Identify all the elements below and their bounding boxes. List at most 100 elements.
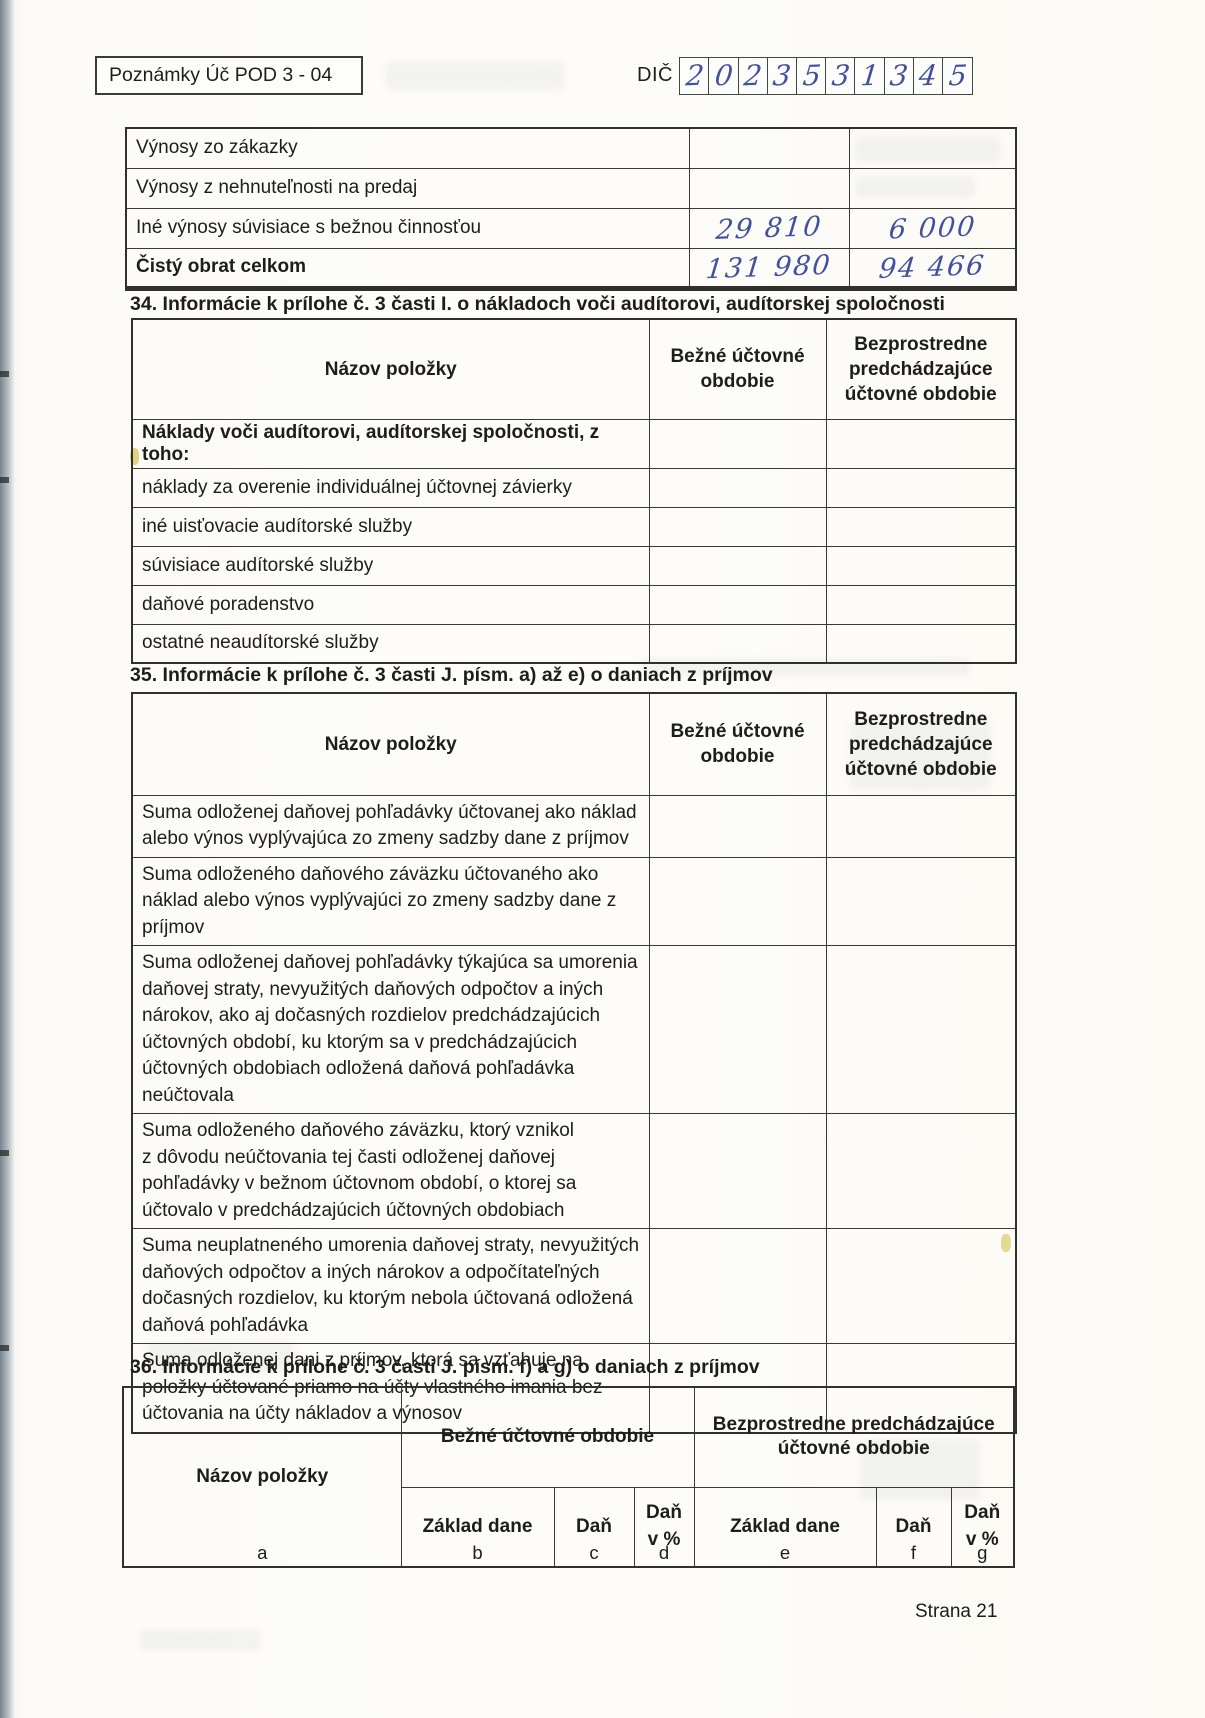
row-label: iné uisťovacie audítorské služby [131, 506, 650, 547]
value-cell-previous [825, 856, 1017, 946]
handwritten-value: 29 810 [714, 210, 824, 246]
value-cell-previous [825, 1113, 1017, 1229]
dic-digit: 4 [917, 58, 939, 93]
row-label: náklady za overenie individuálnej účtovn… [131, 467, 650, 508]
table-row: Náklady voči audítorovi, audítorskej spo… [131, 418, 1017, 469]
handwritten-value: 94 466 [877, 249, 988, 285]
row-label: Iné výnosy súvisiace s bežnou činnosťou [125, 207, 690, 249]
value-cell-current [648, 506, 827, 547]
dic-digit-cell: 2 [679, 56, 711, 95]
column-header-tax-current: Daň c [553, 1486, 635, 1568]
scan-artifact [0, 371, 9, 377]
dic-digit: 3 [830, 58, 852, 93]
value-cell-current [648, 1228, 827, 1344]
dic-field: DIČ 2 0 2 3 5 3 1 3 4 5 [637, 56, 973, 95]
value-cell-previous [825, 506, 1017, 547]
table-subheader-row: Základ dane b Daň c Daň v % d Základ dan… [123, 1486, 1015, 1568]
column-header-name: Názov položky [131, 318, 650, 420]
dic-digit-cells: 2 0 2 3 5 3 1 3 4 5 [679, 56, 973, 95]
handwritten-value: 131 980 [704, 249, 834, 285]
column-header-label: Daň [895, 1515, 932, 1537]
handwritten-value: 6 000 [886, 210, 978, 246]
value-cell-current [648, 418, 827, 469]
column-header-name: Názov položky a [122, 1386, 402, 1568]
table-header-row: Názov položky a Bežné účtovné obdobie Be… [122, 1386, 1015, 1568]
dic-digit: 2 [683, 58, 706, 93]
dic-digit-cell: 3 [825, 56, 857, 95]
dic-digit: 0 [713, 58, 735, 93]
dic-digit: 2 [742, 58, 764, 93]
revenue-table: Výnosy zo zákazky Výnosy z nehnuteľnosti… [125, 127, 1017, 291]
table-row: daňové poradenstvo [131, 584, 1017, 625]
value-cell-previous [825, 584, 1017, 625]
table-header-row: Názov položky Bežné účtovné obdobie Bezp… [131, 692, 1017, 796]
column-header-tax-pct-previous: Daň v % g [950, 1486, 1015, 1568]
table-header-row: Názov položky Bežné účtovné obdobie Bezp… [131, 318, 1017, 420]
dic-digit-cell: 3 [766, 56, 798, 95]
table-row: Suma odloženého daňového záväzku, ktorý … [131, 1113, 1017, 1229]
value-cell-current [648, 467, 827, 508]
row-label: Suma neuplatneného umorenia daňovej stra… [131, 1228, 650, 1344]
row-label: Čistý obrat celkom [125, 247, 690, 289]
table-row: Suma neuplatneného umorenia daňovej stra… [131, 1228, 1017, 1344]
column-header-label: Daň [576, 1515, 612, 1537]
row-label: Suma odloženej daňovej pohľadávky týkajú… [131, 945, 650, 1114]
column-letter: g [977, 1542, 988, 1563]
dic-digit-cell: 0 [708, 56, 740, 95]
dic-digit: 5 [946, 58, 969, 93]
row-label: Náklady voči audítorovi, audítorskej spo… [131, 418, 650, 469]
scan-artifact [0, 1150, 9, 1156]
section-36-title: 36. Informácie k prílohe č. 3 časti J. p… [130, 1356, 760, 1378]
scan-artifact [0, 477, 9, 483]
row-label: Suma odloženého daňového záväzku, ktorý … [131, 1113, 650, 1229]
dic-digit: 3 [888, 58, 910, 93]
column-letter: b [472, 1542, 483, 1563]
value-cell-previous [848, 127, 1017, 169]
value-cell-previous: 94 466 [848, 247, 1017, 289]
column-header-current: Bežné účtovné obdobie [648, 692, 827, 796]
column-header-current: Bežné účtovné obdobie [648, 318, 827, 420]
dic-digit-cell: 3 [883, 56, 915, 95]
column-letter: a [257, 1542, 268, 1563]
column-header-label: Názov položky [196, 1466, 329, 1487]
value-cell-previous [825, 467, 1017, 508]
scan-artifact [385, 62, 565, 90]
column-letter: d [658, 1542, 670, 1563]
section-34-title: 34. Informácie k prílohe č. 3 časti I. o… [130, 293, 945, 315]
column-header-tax-base-previous: Základ dane e [693, 1486, 877, 1568]
table-row: Čistý obrat celkom 131 980 94 466 [125, 247, 1017, 289]
column-header-previous: Bezprostredne predchádzajúce účtovné obd… [825, 318, 1017, 420]
value-cell-current [688, 127, 850, 169]
table-row: Výnosy z nehnuteľnosti na predaj [125, 167, 1017, 209]
table-row: Suma odloženého daňového záväzku účtovan… [131, 856, 1017, 946]
value-cell-previous [825, 545, 1017, 586]
value-cell-previous [825, 623, 1017, 664]
value-cell-previous [825, 1228, 1017, 1344]
value-cell-current: 29 810 [688, 207, 850, 249]
table-row: Iné výnosy súvisiace s bežnou činnosťou … [125, 207, 1017, 249]
dic-digit: 1 [859, 58, 881, 93]
column-letter: c [589, 1542, 599, 1563]
value-cell-previous [825, 945, 1017, 1114]
row-label: Výnosy zo zákazky [125, 127, 690, 169]
dic-digit-cell: 5 [795, 56, 827, 95]
dic-label: DIČ [637, 64, 673, 86]
section-36-table: Názov položky a Bežné účtovné obdobie Be… [122, 1386, 1015, 1568]
dic-digit: 5 [800, 58, 823, 93]
row-label: Výnosy z nehnuteľnosti na predaj [125, 167, 690, 209]
value-cell-current [648, 1113, 827, 1229]
column-header-tax-pct-current: Daň v % d [633, 1486, 695, 1568]
column-header-label: Základ dane [422, 1515, 533, 1537]
form-id-box: Poznámky Úč POD 3 - 04 [95, 56, 363, 95]
scan-edge-artifact [0, 0, 15, 1718]
table-row: Výnosy zo zákazky [125, 127, 1017, 169]
dic-digit: 3 [771, 58, 793, 93]
dic-digit-cell: 2 [737, 56, 769, 95]
table-row: súvisiace audítorské služby [131, 545, 1017, 586]
column-header-label: Základ dane [730, 1515, 840, 1537]
value-cell-current [648, 584, 827, 625]
value-cell-current: 131 980 [688, 247, 850, 289]
dic-digit-cell: 4 [912, 56, 944, 95]
scan-artifact [0, 1345, 9, 1351]
dic-digit-cell: 1 [854, 56, 886, 95]
